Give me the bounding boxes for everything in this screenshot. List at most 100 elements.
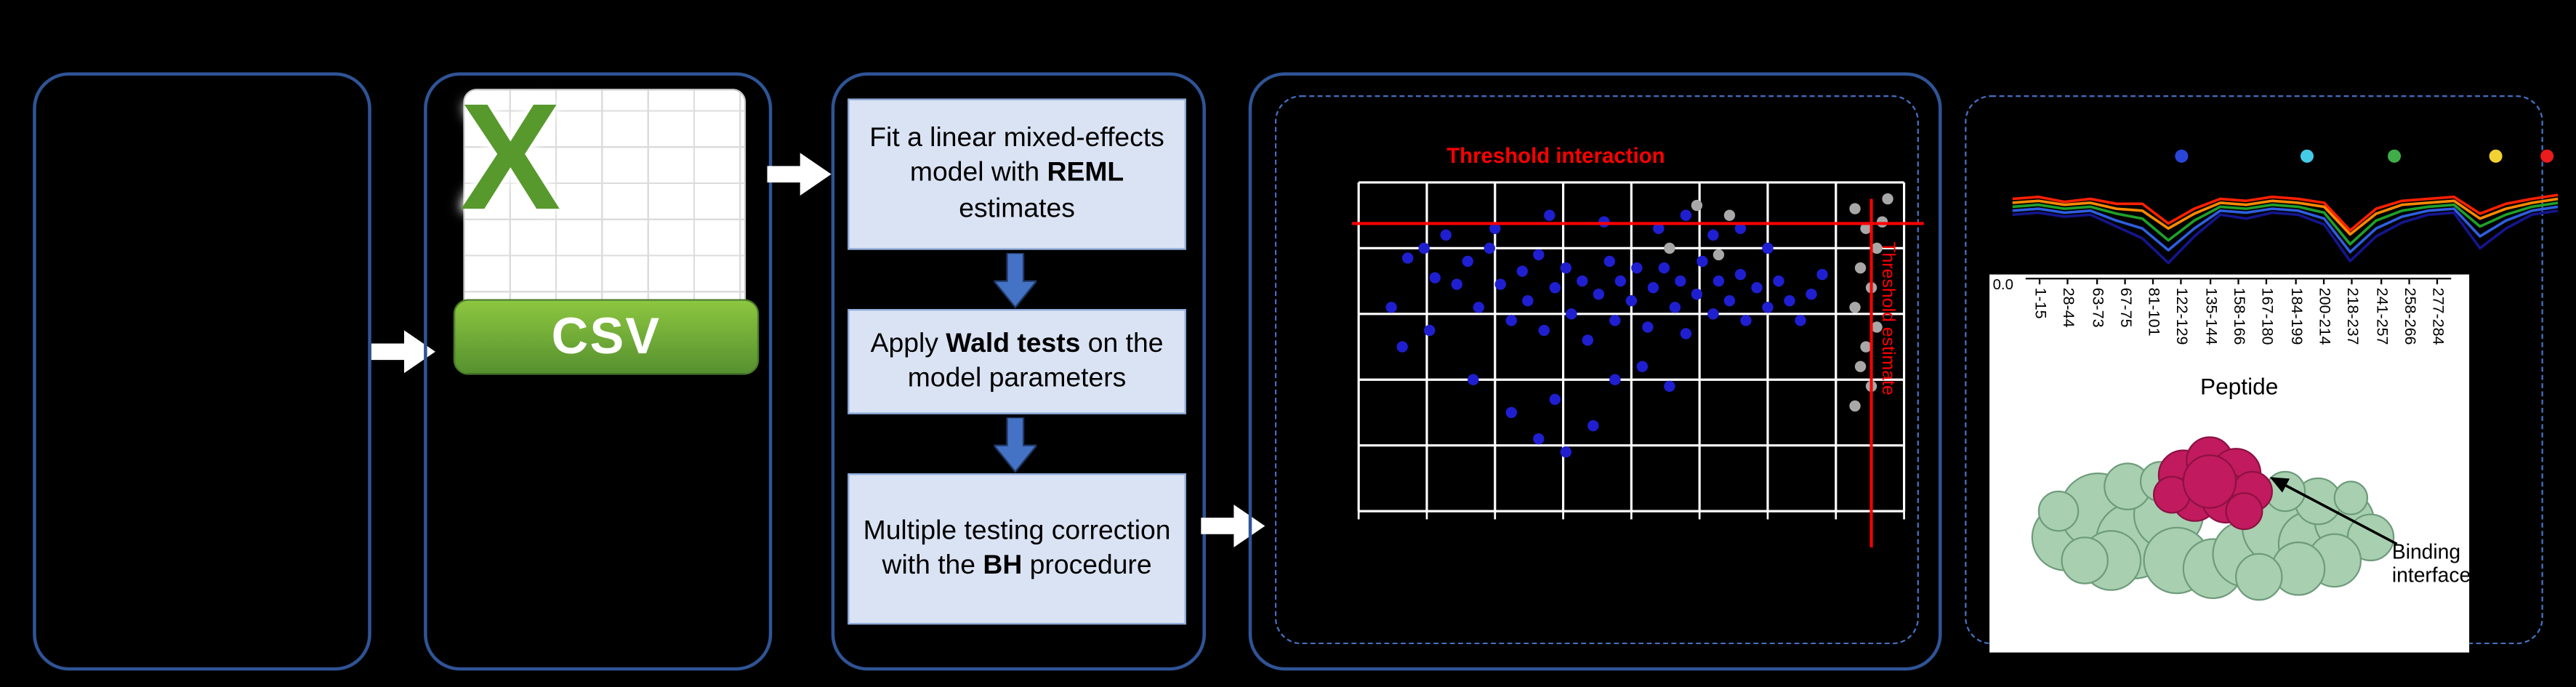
profile-line xyxy=(2012,197,2559,236)
scatter-point xyxy=(1516,265,1528,277)
scatter-point xyxy=(1696,255,1708,268)
scatter-point xyxy=(1533,249,1545,261)
peptide-tick-label: 135-144 xyxy=(2196,279,2224,371)
scatter-point xyxy=(1773,275,1784,287)
scatter-point xyxy=(1538,324,1550,337)
peptide-tick-label: 258-266 xyxy=(2395,279,2423,371)
spreadsheet-page xyxy=(463,89,746,365)
scatter-point xyxy=(1712,275,1725,287)
peptide-profile-chart xyxy=(2012,149,2559,265)
annotation-arrow-icon xyxy=(2269,477,2398,545)
scatter-point xyxy=(1560,262,1572,274)
scatter-point xyxy=(1882,193,1893,205)
scatter-point xyxy=(1418,242,1430,254)
scatter-point xyxy=(1593,288,1605,300)
scatter-point xyxy=(1680,328,1692,340)
scatter-point xyxy=(1642,321,1654,333)
scatter-chart xyxy=(1352,181,1924,547)
scatter-point xyxy=(1680,209,1692,221)
down-arrow-icon xyxy=(994,417,1037,473)
scatter-point xyxy=(1402,252,1414,264)
panel-input-data xyxy=(33,72,371,671)
scatter-point xyxy=(1691,288,1703,300)
scatter-point xyxy=(1609,374,1621,385)
scatter-point xyxy=(1653,222,1665,234)
scatter-point xyxy=(1429,272,1441,284)
scatter-point xyxy=(1631,262,1643,274)
csv-file-icon: X CSV xyxy=(453,74,760,378)
scatter-point xyxy=(1762,302,1774,313)
scatter-point xyxy=(1860,341,1872,353)
csv-banner-label: CSV xyxy=(453,299,760,375)
peptide-tick-label: 1-15 xyxy=(2026,279,2054,371)
scatter-point xyxy=(1489,222,1501,234)
domain-marker-dot xyxy=(2540,149,2554,163)
scatter-point xyxy=(1664,242,1675,254)
scatter-point xyxy=(1385,302,1397,313)
scatter-point xyxy=(1849,400,1861,412)
scatter-point xyxy=(1876,216,1888,228)
scatter-point xyxy=(1396,341,1408,353)
protein-figure: 0.0 1-15 28-44 63-73 67-75 81-101 122-129 135-… xyxy=(1989,274,2470,653)
scatter-point xyxy=(1712,249,1725,261)
scatter-point xyxy=(1636,361,1649,372)
profile-line xyxy=(2012,209,2559,265)
scatter-point xyxy=(1734,268,1747,281)
peptide-tick-label: 218-237 xyxy=(2338,279,2367,371)
excel-x-logo: X xyxy=(459,73,561,242)
peptide-axis: 1-15 28-44 63-73 67-75 81-101 122-129 135-144 1… xyxy=(2025,278,2452,371)
scatter-point xyxy=(1473,302,1484,313)
scatter-point xyxy=(1533,433,1545,445)
step-text: Multiple testing correction with the BH … xyxy=(863,515,1171,581)
scatter-point xyxy=(1854,262,1867,274)
step-bh-correction: Multiple testing correction with the BH … xyxy=(848,473,1186,625)
scatter-point xyxy=(1806,288,1817,300)
scatter-point xyxy=(1669,302,1681,313)
peptide-tick-label: 158-166 xyxy=(2224,279,2253,371)
flow-arrow-icon xyxy=(371,330,435,374)
scatter-point xyxy=(1549,393,1561,406)
scatter-point xyxy=(1860,222,1872,234)
peptide-axis-title: Peptide xyxy=(2199,373,2279,400)
peptide-tick-label: 28-44 xyxy=(2054,279,2082,371)
protein-structure xyxy=(2031,436,2395,601)
scatter-point xyxy=(1522,295,1534,307)
flow-arrow-icon xyxy=(767,153,832,196)
scatter-point xyxy=(1494,278,1506,290)
y-axis-tick-label: 0.0 xyxy=(1992,276,2013,293)
step-text: Fit a linear mixed-effects model with RE… xyxy=(869,124,1164,223)
scatter-point xyxy=(1462,255,1473,268)
scatter-point xyxy=(1795,315,1806,326)
profile-line xyxy=(2012,201,2559,246)
down-arrow-icon xyxy=(994,253,1037,309)
scatter-point xyxy=(1440,229,1452,241)
domain-marker-dot xyxy=(2300,149,2314,163)
step-wald-tests: Apply Wald tests on the model parameters xyxy=(848,309,1186,414)
scatter-point xyxy=(1751,281,1763,294)
scatter-point xyxy=(1468,374,1479,385)
peptide-tick-label: 277-284 xyxy=(2423,279,2452,371)
peptide-tick-label: 81-101 xyxy=(2139,279,2168,371)
scatter-point xyxy=(1577,275,1588,287)
threshold-estimate-label: Threshold estimate xyxy=(1877,241,1898,395)
panel-analysis-steps: Fit a linear mixed-effects model with RE… xyxy=(831,72,1206,671)
scatter-point xyxy=(1740,315,1752,326)
peptide-tick-label: 122-129 xyxy=(2168,279,2196,371)
peptide-tick-label: 167-180 xyxy=(2253,279,2282,371)
scatter-point xyxy=(1784,295,1795,307)
scatter-point xyxy=(1614,275,1627,287)
scatter-point xyxy=(1849,302,1861,313)
scatter-point xyxy=(1560,446,1572,458)
scatter-point xyxy=(1675,275,1686,287)
step-fit-model: Fit a linear mixed-effects model with RE… xyxy=(848,98,1186,250)
domain-marker-dot xyxy=(2387,149,2402,163)
scatter-point xyxy=(1707,229,1719,241)
scatter-point xyxy=(1505,315,1517,326)
scatter-point xyxy=(1723,295,1736,307)
panel-csv-file: X CSV xyxy=(424,72,773,671)
scatter-point xyxy=(1544,209,1555,221)
scatter-point xyxy=(1549,281,1561,294)
scatter-point xyxy=(1609,315,1621,326)
scatter-point xyxy=(1664,380,1675,392)
scatter-point xyxy=(1603,255,1616,268)
